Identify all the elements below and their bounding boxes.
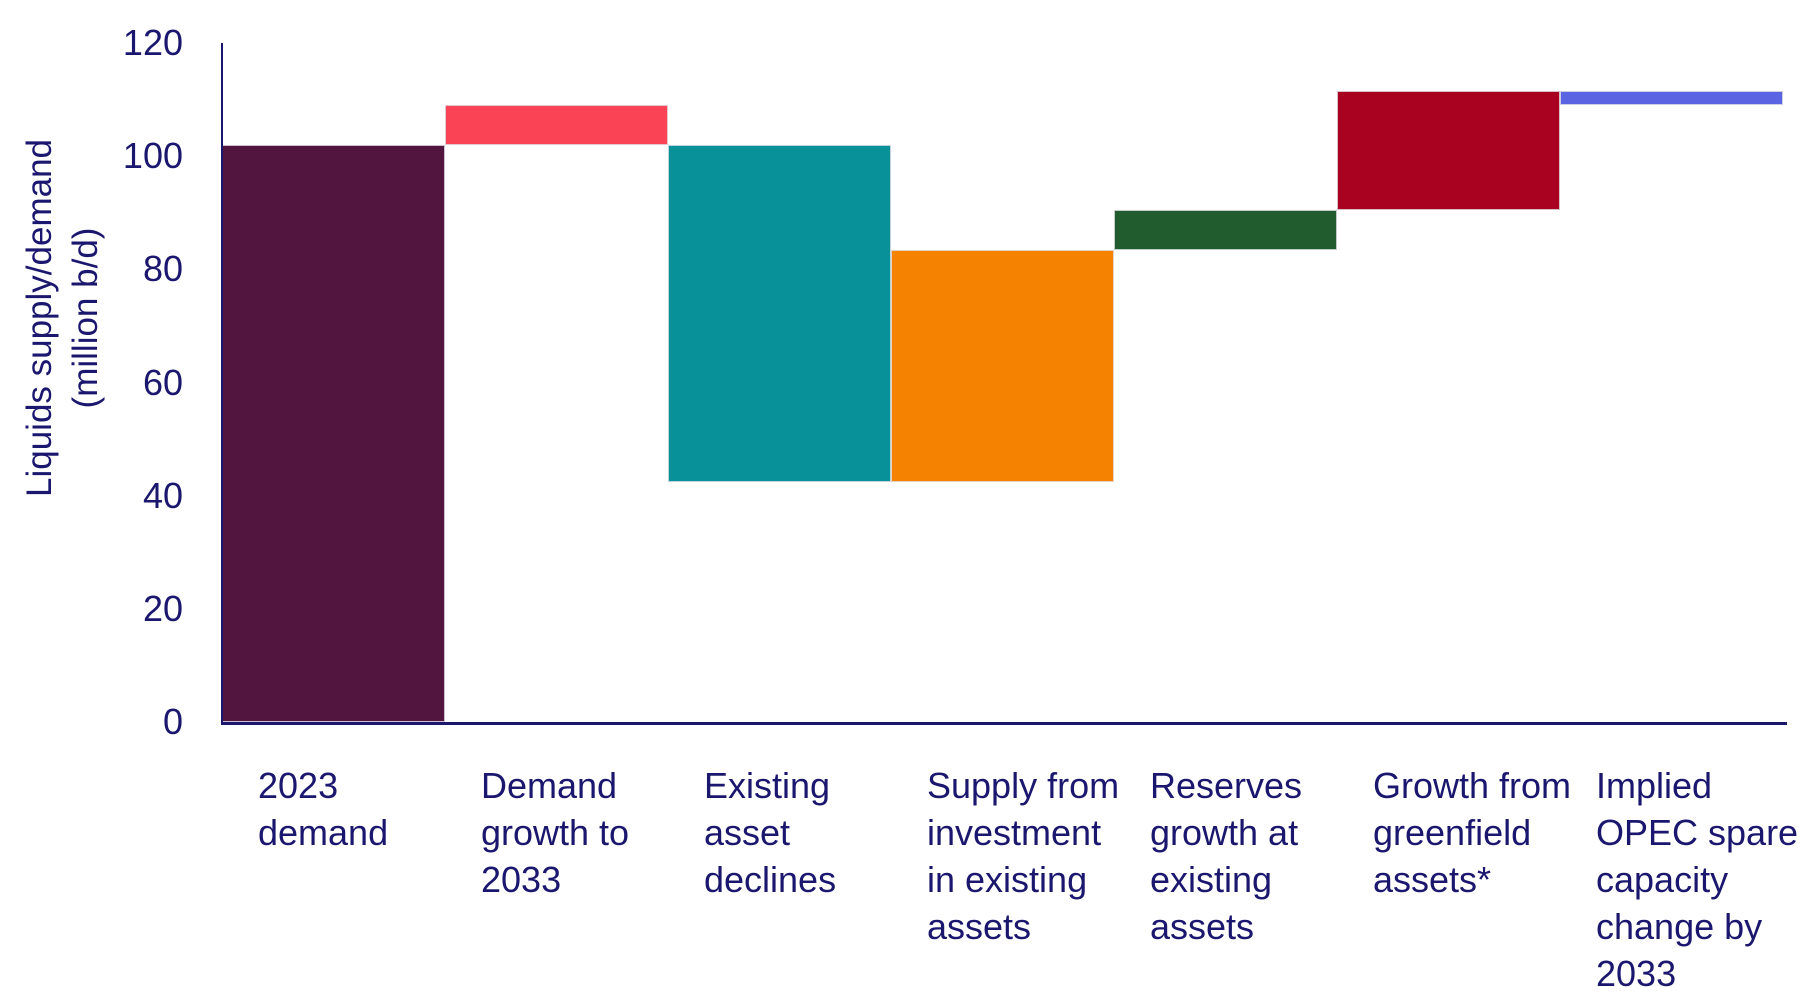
x-axis-label-line: 2023	[258, 765, 339, 806]
y-tick-label: 40	[142, 474, 183, 516]
x-axis-label-line: assets	[1150, 906, 1255, 947]
x-axis-label-line: Demand	[481, 765, 618, 806]
x-axis-label-line: Implied	[1596, 765, 1713, 806]
x-axis-label-line: greenfield	[1373, 812, 1532, 853]
y-axis-title-line: Liquids supply/demand	[20, 138, 59, 498]
x-axis-label: Demand growth to 2033	[481, 762, 629, 903]
x-axis-label-line: change by	[1596, 906, 1763, 947]
x-axis-label: Supply from investment in existing assets	[927, 762, 1119, 950]
y-tick-label: 100	[122, 135, 183, 177]
x-axis-label-line: growth to	[481, 812, 630, 853]
y-axis-title: Liquids supply/demand (million b/d)	[17, 139, 109, 497]
waterfall-bar-3	[668, 144, 891, 482]
x-axis-label-line: 2033	[481, 859, 562, 900]
waterfall-bar-7	[1560, 91, 1783, 106]
x-axis-label: Growth from greenfield assets*	[1373, 762, 1571, 903]
y-axis-title-line: (million b/d)	[66, 227, 105, 409]
x-axis-label-line: assets*	[1373, 859, 1492, 900]
x-axis-label-line: assets	[927, 906, 1032, 947]
x-axis-label-line: existing	[1150, 859, 1273, 900]
x-axis-label-line: demand	[258, 812, 389, 853]
x-axis-label-line: in existing	[927, 859, 1088, 900]
waterfall-bar-5	[1114, 209, 1337, 250]
x-axis-label-line: declines	[704, 859, 837, 900]
x-axis-label: 2023 demand	[258, 762, 388, 856]
y-tick-label: 60	[142, 361, 183, 403]
x-axis-label-line: investment	[927, 812, 1102, 853]
y-axis-line	[221, 43, 223, 725]
x-axis-label-line: OPEC spare	[1596, 812, 1799, 853]
x-axis-label-line: Supply from	[927, 765, 1120, 806]
x-axis-label: Existing asset declines	[704, 762, 836, 903]
x-axis-label-line: asset	[704, 812, 791, 853]
x-axis-label-line: Reserves	[1150, 765, 1303, 806]
y-tick-label: 20	[142, 587, 183, 629]
y-tick-label: 120	[122, 22, 183, 63]
x-axis-label-line: Growth from	[1373, 765, 1572, 806]
x-axis-label: Implied OPEC spare capacity change by 2033	[1596, 762, 1798, 997]
x-axis-label-line: Existing	[704, 765, 831, 806]
y-tick-label: 0	[162, 701, 183, 742]
waterfall-bar-4	[891, 249, 1114, 482]
x-axis-label-line: 2033	[1596, 953, 1677, 994]
waterfall-bar-1	[222, 144, 445, 722]
x-axis-line	[221, 722, 1787, 725]
x-axis-label: Reserves growth at existing assets	[1150, 762, 1302, 950]
x-axis-label-line: capacity	[1596, 859, 1729, 900]
waterfall-bar-6	[1337, 91, 1560, 210]
y-tick-label: 80	[142, 248, 183, 290]
waterfall-bar-2	[445, 105, 668, 145]
x-axis-label-line: growth at	[1150, 812, 1299, 853]
